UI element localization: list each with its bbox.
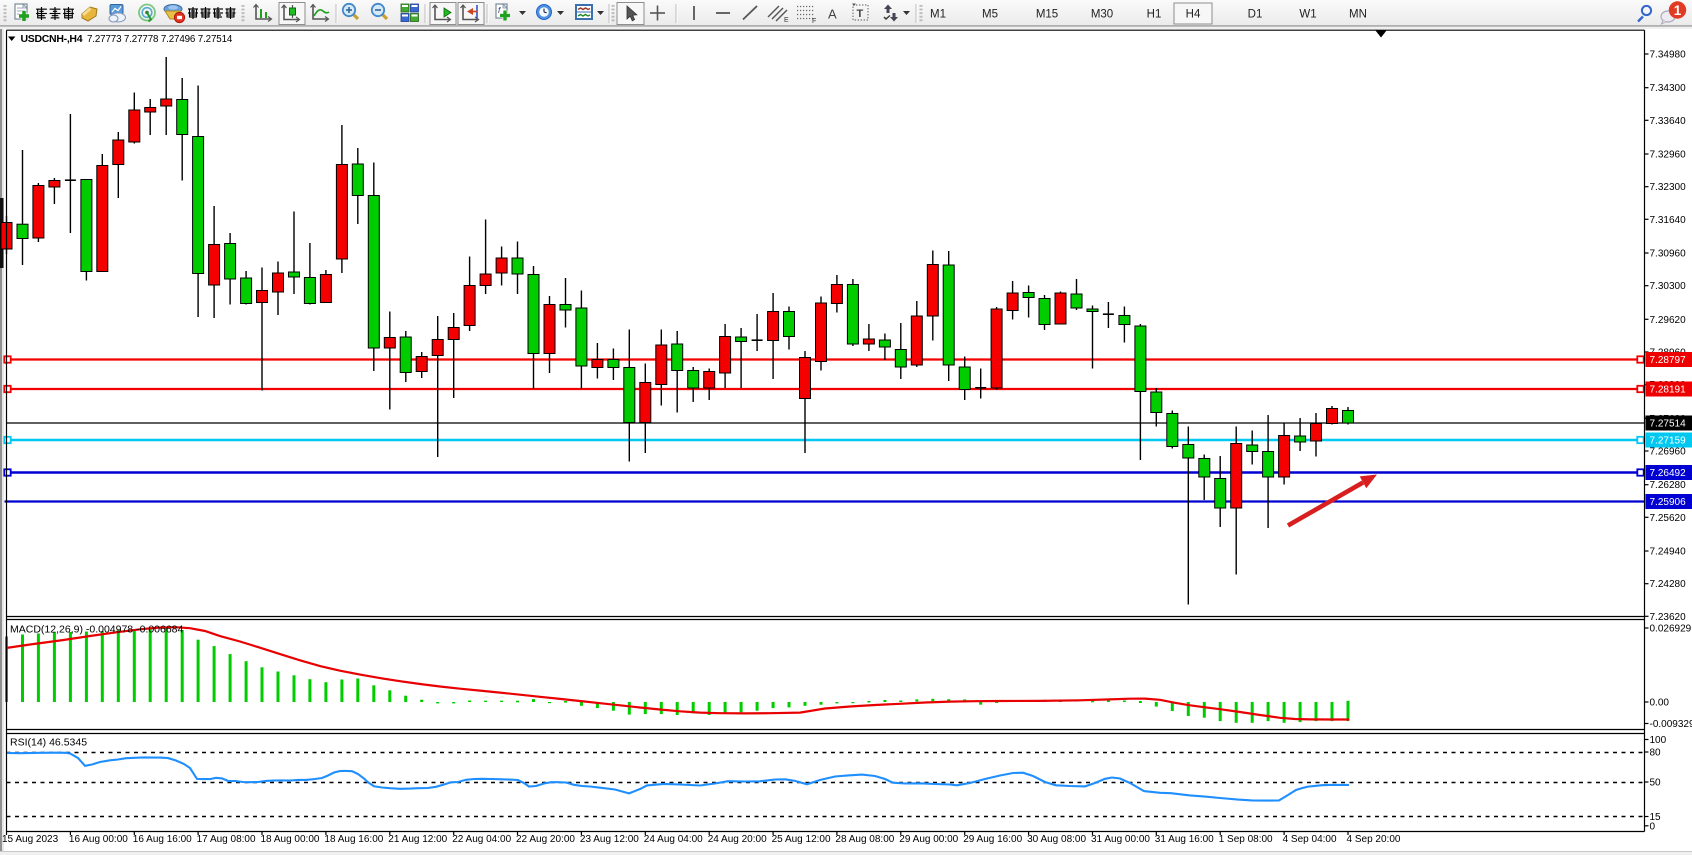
svg-text:1: 1 — [1674, 3, 1682, 18]
svg-text:7.34300: 7.34300 — [1650, 83, 1687, 94]
svg-text:MACD(12,26,9) -0.004978 -0.006: MACD(12,26,9) -0.004978 -0.006684 — [10, 624, 184, 636]
svg-text:30 Aug 08:00: 30 Aug 08:00 — [1027, 834, 1086, 845]
svg-text:-0.009329: -0.009329 — [1650, 719, 1692, 730]
svg-text:0: 0 — [1650, 821, 1656, 832]
svg-text:100: 100 — [1650, 735, 1667, 746]
svg-text:MN: MN — [1349, 9, 1367, 21]
svg-text:7.27159: 7.27159 — [1650, 436, 1687, 447]
svg-text:7.26960: 7.26960 — [1650, 447, 1687, 458]
svg-text:7.24280: 7.24280 — [1650, 579, 1687, 590]
svg-text:7.28191: 7.28191 — [1650, 385, 1687, 396]
svg-text:22 Aug 04:00: 22 Aug 04:00 — [452, 834, 511, 845]
svg-text:7.26492: 7.26492 — [1650, 468, 1687, 479]
svg-text:7.30960: 7.30960 — [1650, 249, 1687, 260]
svg-text:50: 50 — [1650, 778, 1662, 789]
svg-text:7.30300: 7.30300 — [1650, 281, 1687, 292]
svg-text:E: E — [784, 17, 789, 24]
svg-text:28 Aug 08:00: 28 Aug 08:00 — [835, 834, 894, 845]
svg-text:22 Aug 20:00: 22 Aug 20:00 — [516, 834, 575, 845]
svg-text:16 Aug 00:00: 16 Aug 00:00 — [69, 834, 128, 845]
svg-text:24 Aug 04:00: 24 Aug 04:00 — [644, 834, 703, 845]
svg-text:7.32960: 7.32960 — [1650, 150, 1687, 161]
svg-text:USDCNH-,H4: USDCNH-,H4 — [21, 33, 83, 45]
svg-text:7.25620: 7.25620 — [1650, 513, 1687, 524]
svg-text:4 Sep 04:00: 4 Sep 04:00 — [1283, 834, 1337, 845]
svg-text:M15: M15 — [1036, 9, 1058, 21]
svg-text:W1: W1 — [1299, 9, 1316, 21]
svg-text:18 Aug 16:00: 18 Aug 16:00 — [324, 834, 383, 845]
svg-text:29 Aug 16:00: 29 Aug 16:00 — [963, 834, 1022, 845]
svg-text:15: 15 — [1650, 812, 1662, 823]
svg-text:7.26280: 7.26280 — [1650, 480, 1687, 491]
svg-text:M1: M1 — [930, 9, 946, 21]
svg-text:1 Sep 08:00: 1 Sep 08:00 — [1219, 834, 1273, 845]
svg-text:31 Aug 16:00: 31 Aug 16:00 — [1155, 834, 1214, 845]
svg-text:A: A — [828, 7, 837, 22]
svg-text:16 Aug 16:00: 16 Aug 16:00 — [133, 834, 192, 845]
svg-text:f: f — [498, 6, 501, 15]
svg-text:0.00: 0.00 — [1650, 698, 1670, 709]
svg-text:H4: H4 — [1186, 9, 1201, 21]
svg-text:25 Aug 12:00: 25 Aug 12:00 — [772, 834, 831, 845]
svg-text:F: F — [812, 18, 816, 25]
svg-text:7.25906: 7.25906 — [1650, 497, 1687, 508]
svg-text:7.23620: 7.23620 — [1650, 612, 1687, 623]
svg-text:17 Aug 08:00: 17 Aug 08:00 — [197, 834, 256, 845]
svg-text:M30: M30 — [1091, 9, 1113, 21]
svg-text:29 Aug 00:00: 29 Aug 00:00 — [899, 834, 958, 845]
svg-text:7.34980: 7.34980 — [1650, 50, 1687, 61]
svg-text:7.28797: 7.28797 — [1650, 355, 1687, 366]
svg-text:D1: D1 — [1248, 9, 1263, 21]
svg-text:7.27773 7.27778 7.27496 7.2751: 7.27773 7.27778 7.27496 7.27514 — [87, 34, 233, 45]
svg-text:7.32300: 7.32300 — [1650, 182, 1687, 193]
svg-text:24 Aug 20:00: 24 Aug 20:00 — [708, 834, 767, 845]
svg-text:7.24940: 7.24940 — [1650, 547, 1687, 558]
svg-text:T: T — [857, 8, 864, 20]
svg-text:0.026929: 0.026929 — [1650, 624, 1692, 635]
svg-text:M5: M5 — [982, 9, 998, 21]
svg-text:80: 80 — [1650, 748, 1662, 759]
svg-text:7.33640: 7.33640 — [1650, 116, 1687, 127]
svg-text:7.31640: 7.31640 — [1650, 215, 1687, 226]
svg-text:15 Aug 2023: 15 Aug 2023 — [2, 834, 59, 845]
svg-text:31 Aug 00:00: 31 Aug 00:00 — [1091, 834, 1150, 845]
svg-text:7.27514: 7.27514 — [1650, 419, 1687, 430]
svg-text:4 Sep 20:00: 4 Sep 20:00 — [1347, 834, 1401, 845]
svg-text:21 Aug 12:00: 21 Aug 12:00 — [388, 834, 447, 845]
svg-text:RSI(14) 46.5345: RSI(14) 46.5345 — [10, 737, 87, 749]
svg-text:23 Aug 12:00: 23 Aug 12:00 — [580, 834, 639, 845]
svg-text:18 Aug 00:00: 18 Aug 00:00 — [261, 834, 320, 845]
svg-text:7.29620: 7.29620 — [1650, 315, 1687, 326]
svg-text:H1: H1 — [1147, 9, 1162, 21]
